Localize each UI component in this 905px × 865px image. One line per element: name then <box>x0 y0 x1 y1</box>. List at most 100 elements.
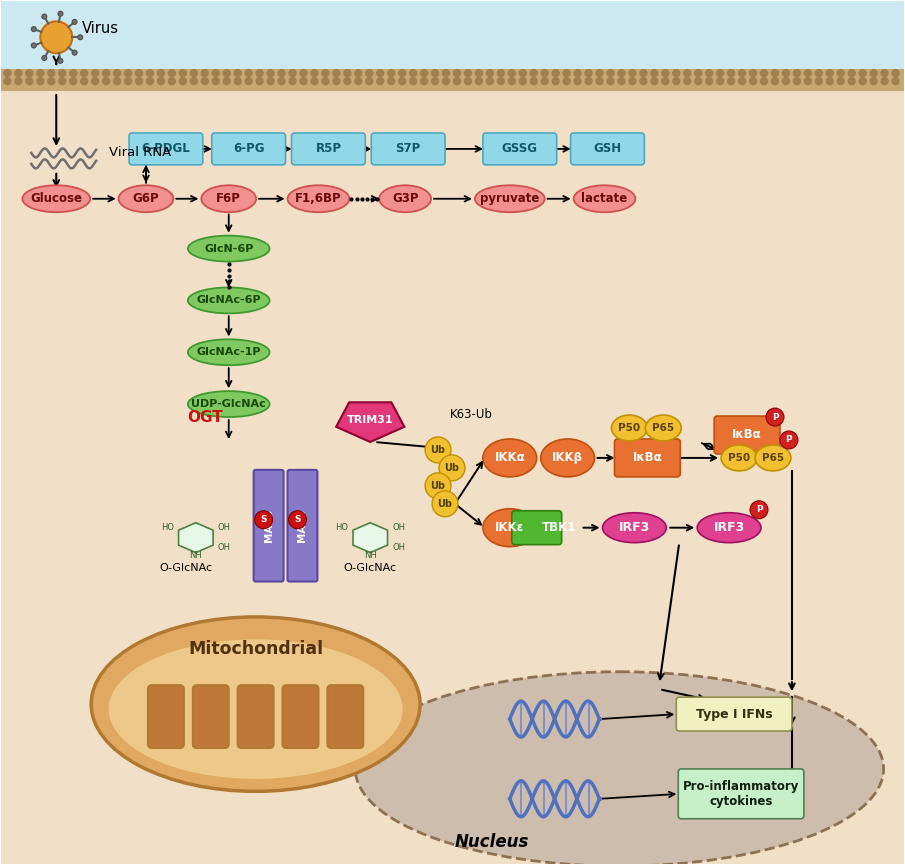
FancyBboxPatch shape <box>148 685 184 748</box>
FancyBboxPatch shape <box>678 769 804 819</box>
Text: TRIM31: TRIM31 <box>347 415 394 425</box>
Circle shape <box>498 70 504 77</box>
Text: UDP-GlcNAc: UDP-GlcNAc <box>191 399 266 409</box>
FancyBboxPatch shape <box>714 416 780 454</box>
Circle shape <box>443 70 450 77</box>
Circle shape <box>366 78 373 85</box>
Circle shape <box>289 70 296 77</box>
Text: 6-PDGL: 6-PDGL <box>141 143 190 156</box>
Circle shape <box>147 78 154 85</box>
Circle shape <box>881 70 888 77</box>
Circle shape <box>826 78 834 85</box>
Ellipse shape <box>574 185 635 212</box>
Polygon shape <box>353 522 387 553</box>
Circle shape <box>519 78 527 85</box>
Circle shape <box>848 70 855 77</box>
Circle shape <box>618 70 625 77</box>
Circle shape <box>453 70 461 77</box>
Circle shape <box>486 78 493 85</box>
Circle shape <box>58 11 63 16</box>
Text: P: P <box>756 505 762 515</box>
Circle shape <box>300 78 307 85</box>
Circle shape <box>585 78 592 85</box>
Circle shape <box>157 78 165 85</box>
Text: OH: OH <box>392 523 405 532</box>
Ellipse shape <box>721 445 757 471</box>
FancyBboxPatch shape <box>291 133 366 165</box>
FancyBboxPatch shape <box>483 133 557 165</box>
Text: IRF3: IRF3 <box>619 522 650 535</box>
Circle shape <box>410 70 416 77</box>
Circle shape <box>509 70 515 77</box>
Circle shape <box>256 70 263 77</box>
Circle shape <box>695 70 701 77</box>
Circle shape <box>333 70 340 77</box>
Circle shape <box>26 70 33 77</box>
Text: S: S <box>261 516 267 524</box>
Text: S: S <box>294 516 300 524</box>
Circle shape <box>58 58 63 63</box>
Circle shape <box>78 35 82 40</box>
Circle shape <box>387 70 395 77</box>
Circle shape <box>552 70 559 77</box>
Circle shape <box>311 70 318 77</box>
Circle shape <box>541 78 548 85</box>
Circle shape <box>201 70 208 77</box>
Circle shape <box>81 78 88 85</box>
Circle shape <box>136 70 142 77</box>
Circle shape <box>541 70 548 77</box>
Ellipse shape <box>201 185 256 212</box>
Ellipse shape <box>379 185 431 212</box>
Text: P65: P65 <box>653 423 674 433</box>
Text: TBK1: TBK1 <box>541 522 576 535</box>
Text: IKKε: IKKε <box>495 522 524 535</box>
Circle shape <box>728 70 735 77</box>
Circle shape <box>72 50 77 55</box>
Circle shape <box>125 78 131 85</box>
Text: GlcN-6P: GlcN-6P <box>204 244 253 253</box>
FancyBboxPatch shape <box>253 470 283 581</box>
Circle shape <box>552 78 559 85</box>
FancyBboxPatch shape <box>129 133 203 165</box>
Circle shape <box>102 78 110 85</box>
Circle shape <box>432 78 439 85</box>
Circle shape <box>91 70 99 77</box>
Circle shape <box>640 78 647 85</box>
Circle shape <box>70 78 77 85</box>
Circle shape <box>749 70 757 77</box>
Circle shape <box>574 70 581 77</box>
Circle shape <box>114 78 120 85</box>
Circle shape <box>848 78 855 85</box>
Circle shape <box>662 78 669 85</box>
Circle shape <box>344 70 351 77</box>
Text: OH: OH <box>218 523 231 532</box>
Circle shape <box>224 70 230 77</box>
Ellipse shape <box>288 185 349 212</box>
Circle shape <box>32 27 36 32</box>
FancyBboxPatch shape <box>571 133 644 165</box>
Text: HO: HO <box>336 523 348 532</box>
Text: NH: NH <box>189 551 202 560</box>
Text: O-GlcNAc: O-GlcNAc <box>344 562 396 573</box>
Text: Ub: Ub <box>437 499 452 509</box>
Circle shape <box>805 70 812 77</box>
Text: GSH: GSH <box>594 143 622 156</box>
Circle shape <box>815 78 823 85</box>
Circle shape <box>168 78 176 85</box>
Circle shape <box>267 70 274 77</box>
Circle shape <box>355 78 362 85</box>
Circle shape <box>37 78 43 85</box>
Circle shape <box>421 70 427 77</box>
Circle shape <box>224 78 230 85</box>
Circle shape <box>300 70 307 77</box>
Circle shape <box>91 78 99 85</box>
Ellipse shape <box>697 513 761 542</box>
Circle shape <box>837 70 844 77</box>
Circle shape <box>453 78 461 85</box>
Circle shape <box>245 78 252 85</box>
Ellipse shape <box>483 439 537 477</box>
Circle shape <box>771 78 778 85</box>
Text: O-GlcNAc: O-GlcNAc <box>159 562 213 573</box>
Circle shape <box>311 78 318 85</box>
Text: F6P: F6P <box>216 192 241 205</box>
